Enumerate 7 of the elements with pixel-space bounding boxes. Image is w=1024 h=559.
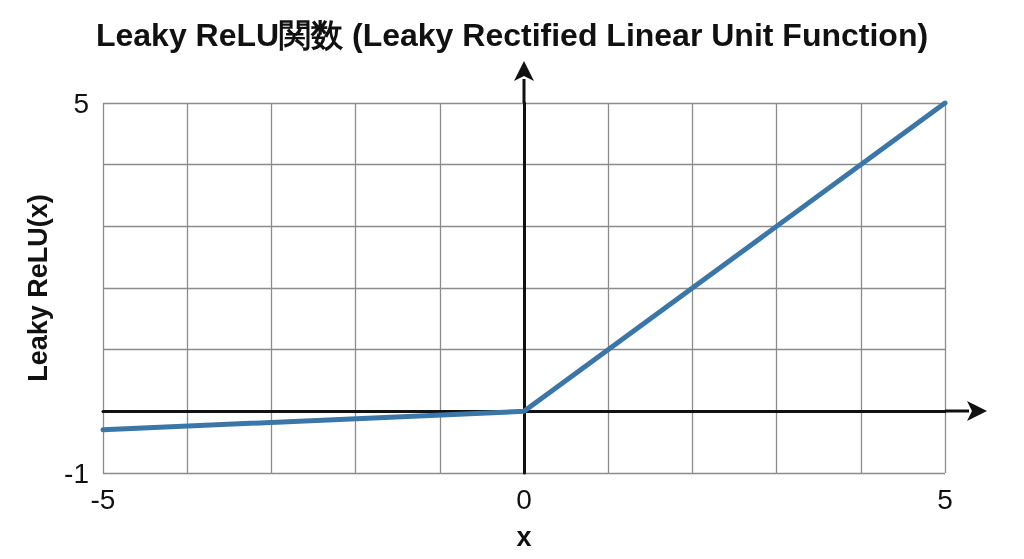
chart-title: Leaky ReLU関数 (Leaky Rectified Linear Unit Function) <box>95 17 929 53</box>
x-tick-label: -5 <box>90 483 116 515</box>
x-tick-label: 5 <box>937 483 953 515</box>
x-tick-label: 0 <box>516 483 532 515</box>
x-axis-title: x <box>516 521 532 552</box>
y-axis-title: Leaky ReLU(x) <box>22 194 53 382</box>
y-tick-label: -1 <box>64 457 89 489</box>
